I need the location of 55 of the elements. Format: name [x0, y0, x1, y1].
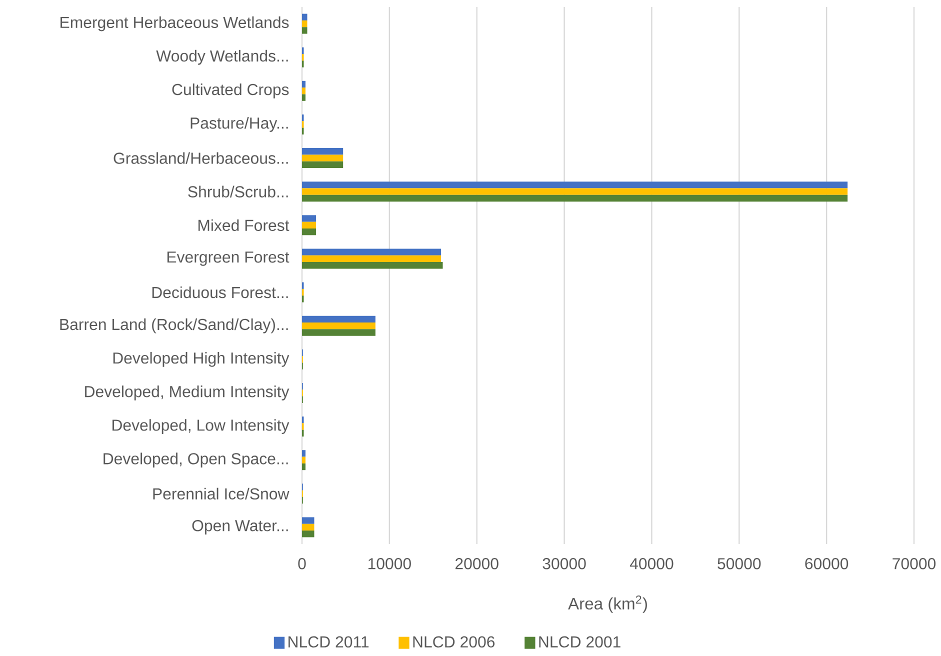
x-tick-label: 0 [298, 558, 306, 570]
bar [302, 161, 344, 168]
bar [302, 329, 376, 336]
bar [302, 450, 306, 457]
y-tick-label: Deciduous Forest... [152, 286, 288, 298]
y-tick-label: Shrub/Scrub... [188, 186, 288, 198]
y-tick-label: Cultivated Crops [172, 83, 289, 98]
x-tick-label: 20000 [455, 558, 498, 570]
bar [302, 456, 306, 464]
y-tick-label: Grassland/Herbaceous... [114, 152, 288, 164]
bar [302, 148, 344, 155]
bar [302, 88, 306, 94]
bar [302, 14, 308, 20]
x-tick-label: 10000 [368, 558, 411, 570]
y-tick-label: Evergreen Forest [167, 252, 290, 266]
bar [302, 194, 848, 202]
legend-label: NLCD 2001 [539, 636, 620, 648]
bar [302, 27, 308, 34]
x-tick-label: 30000 [542, 558, 586, 570]
y-tick-label: Woody Wetlands... [156, 50, 288, 65]
bar [302, 94, 306, 101]
y-tick-label: Mixed Forest [198, 219, 290, 231]
bar [302, 524, 314, 531]
y-tick-label: Developed, Open Space... [104, 452, 288, 468]
legend-label: NLCD 2011 [288, 636, 369, 648]
x-tick-label: 60000 [805, 558, 848, 570]
x-tick-label: 70000 [892, 558, 936, 570]
x-tick-label: 50000 [718, 558, 761, 570]
bar [302, 188, 848, 195]
bar [302, 262, 443, 269]
y-tick-label: Developed, Low Intensity [112, 419, 290, 434]
x-tick-label: 40000 [630, 558, 674, 570]
bar [302, 182, 848, 188]
x-axis-title: Area (km$^{2}$) [568, 595, 647, 613]
bar [302, 530, 314, 538]
y-tick-label: Developed, Medium Intensity [85, 386, 290, 400]
legend-label: NLCD 2006 [413, 636, 495, 648]
bar [302, 316, 376, 323]
bar [302, 215, 316, 222]
bar [302, 322, 376, 330]
bar [302, 154, 344, 162]
bar [302, 20, 308, 28]
y-tick-label: Open Water... [192, 520, 288, 534]
y-tick-label: Perennial Ice/Snow [153, 488, 290, 500]
y-tick-label: Developed High Intensity [113, 352, 290, 367]
bar [302, 255, 442, 262]
bar [302, 463, 306, 470]
bar [302, 248, 442, 256]
bar [302, 228, 316, 236]
bar [302, 517, 314, 524]
y-tick-label: Barren Land (Rock/Sand/Clay)... [60, 318, 288, 334]
y-tick-label: Emergent Herbaceous Wetlands [60, 16, 289, 32]
bar [302, 80, 306, 88]
y-tick-label: Pasture/Hay... [190, 117, 288, 132]
bar [302, 222, 316, 228]
